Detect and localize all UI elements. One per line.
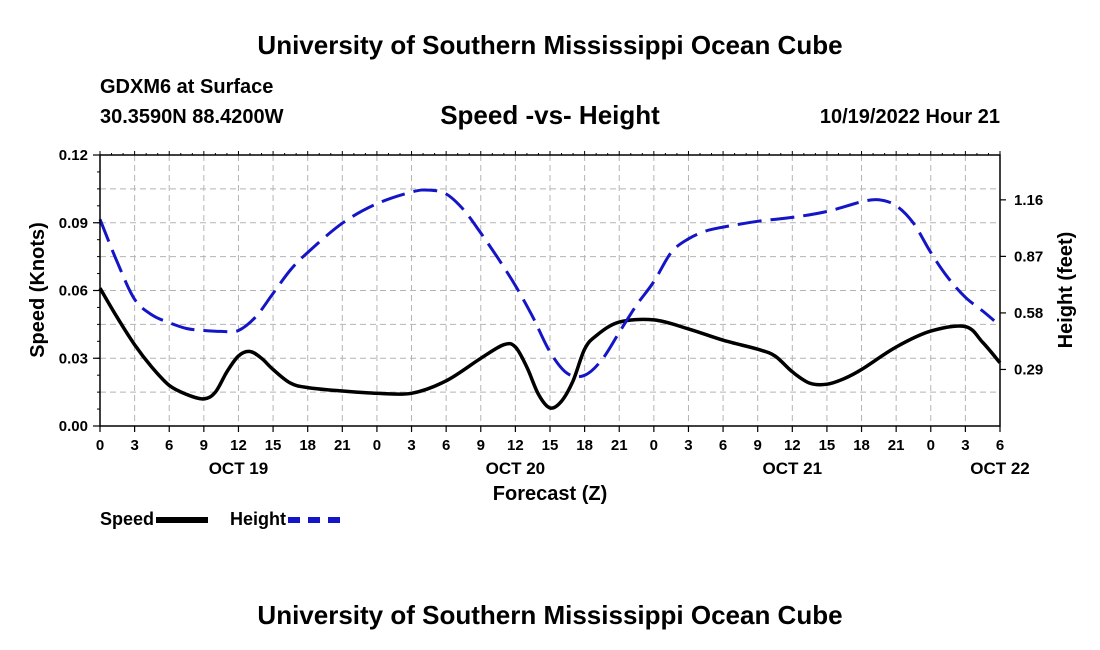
date-label: OCT 21 bbox=[763, 459, 823, 478]
y-right-tick-label: 0.29 bbox=[1014, 361, 1043, 378]
y-left-tick-label: 0.12 bbox=[59, 147, 88, 164]
legend-speed-swatch bbox=[156, 516, 209, 523]
x-tick-label: 12 bbox=[230, 437, 247, 454]
x-tick-label: 9 bbox=[477, 437, 485, 454]
x-tick-label: 0 bbox=[373, 437, 381, 454]
station-label: GDXM6 at Surface bbox=[100, 76, 274, 98]
series-layer bbox=[98, 188, 1002, 410]
x-tick-label: 9 bbox=[754, 437, 762, 454]
grid-lines bbox=[100, 155, 1000, 426]
x-tick-label: 12 bbox=[507, 437, 524, 454]
y-left-tick-label: 0.03 bbox=[59, 350, 88, 367]
x-tick-label: 18 bbox=[299, 437, 316, 454]
x-tick-label: 15 bbox=[265, 437, 282, 454]
x-tick-label: 0 bbox=[650, 437, 658, 454]
x-tick-label: 18 bbox=[853, 437, 870, 454]
x-tick-label: 6 bbox=[996, 437, 1004, 454]
date-label: OCT 22 bbox=[970, 459, 1030, 478]
y-left-tick-label: 0.00 bbox=[59, 418, 88, 435]
x-tick-label: 3 bbox=[407, 437, 415, 454]
x-tick-label: 18 bbox=[576, 437, 593, 454]
x-tick-label: 9 bbox=[200, 437, 208, 454]
x-tick-label: 6 bbox=[442, 437, 450, 454]
x-tick-label: 12 bbox=[784, 437, 801, 454]
y-right-tick-label: 1.16 bbox=[1014, 192, 1043, 209]
x-axis-label: Forecast (Z) bbox=[493, 483, 607, 505]
series-line-speed bbox=[98, 287, 1002, 410]
legend-speed-label: Speed bbox=[100, 509, 155, 529]
x-tick-label: 6 bbox=[165, 437, 173, 454]
chart-subtitle: Speed -vs- Height bbox=[440, 100, 660, 130]
x-tick-label: 21 bbox=[888, 437, 905, 454]
x-tick-label: 21 bbox=[611, 437, 628, 454]
date-label: OCT 19 bbox=[209, 459, 269, 478]
x-tick-label: 3 bbox=[130, 437, 138, 454]
chart-title: University of Southern Mississippi Ocean… bbox=[257, 30, 843, 60]
y-axis-left-label: Speed (Knots) bbox=[27, 222, 49, 358]
legend-speed: Speed bbox=[100, 509, 209, 530]
footer-title: University of Southern Mississippi Ocean… bbox=[257, 600, 843, 630]
x-tick-label: 15 bbox=[542, 437, 559, 454]
date-label: OCT 20 bbox=[486, 459, 546, 478]
legend-height-label: Height bbox=[230, 509, 286, 529]
datetime-label: 10/19/2022 Hour 21 bbox=[819, 106, 1000, 128]
y-right-tick-label: 0.58 bbox=[1014, 305, 1043, 322]
legend-height: Height bbox=[230, 509, 340, 530]
x-tick-label: 3 bbox=[684, 437, 692, 454]
legend-height-swatch bbox=[288, 516, 340, 523]
y-left-tick-label: 0.06 bbox=[59, 283, 88, 300]
x-tick-label: 6 bbox=[719, 437, 727, 454]
y-right-tick-label: 0.87 bbox=[1014, 248, 1043, 265]
y-left-tick-label: 0.09 bbox=[59, 215, 88, 232]
axes: 0 3 6 9 12 15 18 21 0 3 6 9 12 15 18 21 0 3 6 9 12 15 18 21 0 3 6 O… bbox=[59, 147, 1043, 478]
y-axis-right-label: Height (feet) bbox=[1055, 232, 1077, 349]
x-tick-label: 15 bbox=[819, 437, 836, 454]
x-tick-label: 0 bbox=[96, 437, 104, 454]
series-line-height bbox=[98, 188, 996, 379]
coordinates-label: 30.3590N 88.4200W bbox=[100, 106, 284, 128]
x-tick-label: 0 bbox=[927, 437, 935, 454]
x-tick-label: 3 bbox=[961, 437, 969, 454]
x-tick-label: 21 bbox=[334, 437, 351, 454]
